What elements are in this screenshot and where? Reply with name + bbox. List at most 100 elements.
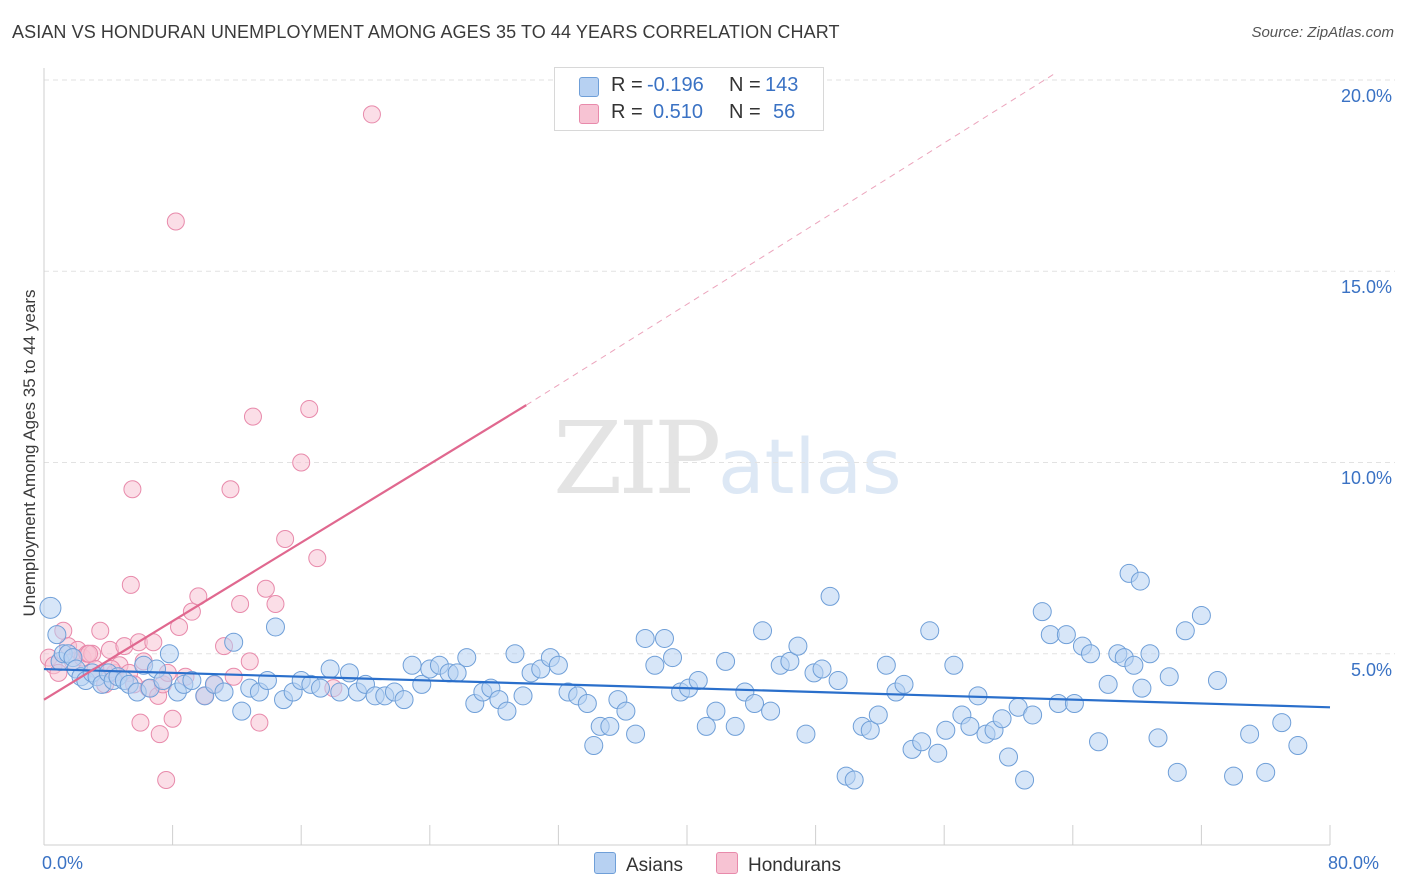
asian-point (1098, 674, 1118, 694)
trend-lines (43, 71, 1331, 709)
asian-point (1175, 621, 1195, 641)
honduran-point (292, 453, 311, 472)
honduran-r-value: 0.510 (653, 101, 704, 123)
asian-point (1272, 713, 1292, 733)
asian-point (1191, 606, 1211, 625)
asian-point (1148, 728, 1168, 748)
asian-point (584, 736, 604, 756)
asian-point (1132, 678, 1152, 698)
asian-point (47, 625, 67, 645)
asian-point (753, 621, 773, 641)
asian-point (920, 621, 940, 641)
asian-point (265, 617, 285, 637)
asian-point (1288, 736, 1308, 756)
asians-swatch-icon (594, 852, 616, 874)
honduran-point (308, 549, 327, 568)
x-tick-label-max: 80.0% (1328, 853, 1380, 873)
asian-point (1080, 644, 1100, 664)
honduran-point (150, 725, 169, 744)
grid-lines (44, 79, 1395, 655)
asian-point (310, 678, 330, 698)
asian-point (159, 644, 179, 664)
asian-point (820, 586, 840, 606)
asian-point (844, 770, 864, 790)
asian-point (182, 671, 202, 691)
asian-point (616, 701, 636, 721)
honduran-point (123, 480, 142, 499)
asian-point (706, 701, 726, 721)
asian-r-value: -0.196 (647, 74, 704, 96)
asian-point (1032, 602, 1052, 622)
honduran-point (91, 621, 110, 640)
source-label: Source: ZipAtlas.com (1251, 24, 1394, 41)
hondurans-legend-label: Hondurans (748, 855, 841, 876)
honduran-point (231, 595, 250, 614)
asian-point (1256, 762, 1276, 782)
asian-point (1064, 693, 1084, 713)
y-tick-label-20: 20.0% (1340, 86, 1392, 106)
asian-point (1140, 644, 1160, 664)
asian-point (788, 636, 808, 656)
bottom-legend-asians: Asians (594, 852, 683, 877)
honduran-r-label: R = (611, 101, 643, 123)
asian-point (663, 648, 683, 668)
asian-point (1224, 766, 1244, 786)
y-axis-label: Unemployment Among Ages 35 to 44 years (20, 289, 39, 617)
x-tick-label-min: 0.0% (42, 853, 84, 873)
stats-legend: R = -0.196 N = 143 R = 0.510 N = 56 (554, 67, 824, 131)
asian-point (912, 732, 932, 752)
axes (43, 68, 1331, 846)
asian-point (828, 671, 848, 691)
bottom-legend-hondurans: Hondurans (716, 852, 841, 877)
asian-point (696, 716, 716, 736)
asian-point (868, 705, 888, 725)
asian-point (725, 716, 745, 736)
honduran-point (166, 212, 185, 231)
watermark-zip: ZIP (553, 400, 721, 517)
asian-point (1040, 625, 1060, 645)
asian-point (1089, 732, 1109, 752)
honduran-trend-line (43, 404, 527, 701)
honduran-point (243, 407, 262, 426)
honduran-n-label: N = (729, 101, 761, 123)
honduran-point (276, 530, 295, 548)
asian-point (1207, 671, 1227, 691)
watermark-atlas: atlas (718, 422, 902, 511)
asian-point (894, 674, 914, 694)
asian-point (645, 655, 665, 675)
asians-legend-label: Asians (626, 855, 684, 876)
asian-point (214, 682, 234, 702)
asian-point (457, 648, 477, 668)
asian-point (577, 693, 597, 713)
asian-point (1159, 667, 1179, 687)
honduran-point (250, 713, 269, 732)
asian-point (999, 747, 1018, 767)
y-tick-label-5: 5.0% (1350, 660, 1392, 680)
asian-n-label: N = (729, 74, 761, 96)
honduran-point (157, 770, 176, 789)
honduran-point (300, 399, 319, 418)
asian-point (447, 663, 467, 683)
asian-point (224, 632, 244, 652)
honduran-point (240, 652, 259, 671)
asian-points (39, 563, 1308, 790)
chart-title: ASIAN VS HONDURAN UNEMPLOYMENT AMONG AGE… (12, 22, 840, 42)
honduran-point (221, 480, 240, 499)
asian-point (936, 720, 956, 740)
asian-swatch-icon (579, 77, 599, 97)
asian-point (960, 716, 980, 736)
honduran-swatch-icon (579, 104, 599, 124)
asian-point (1167, 762, 1187, 782)
asian-point (330, 682, 350, 702)
asian-point (320, 659, 340, 679)
honduran-point (266, 595, 285, 614)
honduran-n-value: 56 (773, 101, 796, 123)
asian-point (402, 655, 422, 675)
asian-point (992, 709, 1012, 729)
asian-point (780, 651, 800, 671)
asian-point (600, 716, 620, 736)
honduran-point (170, 617, 189, 636)
honduran-point (362, 105, 381, 124)
honduran-trend-extension (525, 71, 1057, 406)
